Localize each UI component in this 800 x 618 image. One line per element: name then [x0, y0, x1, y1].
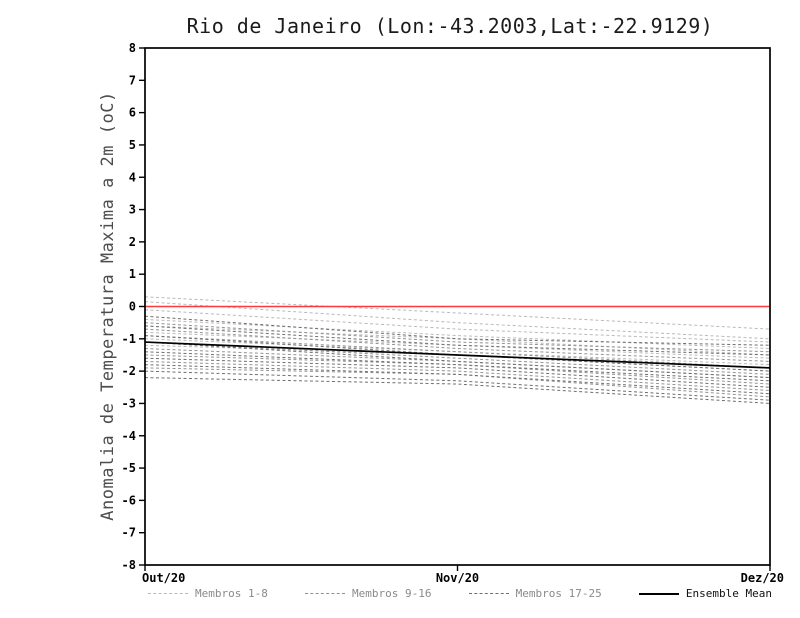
- legend-label: Ensemble Mean: [685, 587, 772, 600]
- ensemble-member-line: [144, 335, 771, 372]
- y-tick-label: 7: [129, 73, 136, 87]
- legend-item-membros-1-8: Membros 1-8: [148, 587, 268, 600]
- y-tick-label: 5: [129, 138, 136, 152]
- legend-item-ensemble-mean: Ensemble Mean: [638, 587, 772, 600]
- dashed-line-swatch: [148, 593, 188, 594]
- ensemble-member-line: [144, 335, 771, 369]
- ensemble-member-line: [144, 351, 771, 382]
- x-tick-label: Dez/20: [741, 571, 784, 585]
- y-tick-label: 6: [129, 106, 136, 120]
- chart-title: Rio de Janeiro (Lon:-43.2003,Lat:-22.912…: [186, 14, 714, 38]
- y-tick-label: 4: [129, 170, 136, 184]
- legend-item-membros-17-25: Membros 17-25: [468, 587, 602, 600]
- ensemble-member-line: [144, 377, 771, 404]
- ensemble-member-line: [144, 341, 771, 379]
- ensemble-member-line: [144, 357, 771, 388]
- y-tick-label: 0: [129, 300, 136, 314]
- y-tick-label: -4: [122, 429, 136, 443]
- legend-label: Membros 9-16: [352, 587, 432, 600]
- legend: Membros 1-8 Membros 9-16 Membros 17-25 E…: [148, 587, 772, 600]
- x-tick-label: Out/20: [142, 571, 185, 585]
- dashed-line-swatch: [468, 593, 509, 594]
- x-tick-label: Nov/20: [436, 571, 479, 585]
- y-tick-label: 8: [129, 41, 136, 55]
- y-tick-label: -8: [122, 558, 136, 572]
- legend-label: Membros 1-8: [195, 587, 268, 600]
- y-tick-label: 1: [129, 267, 136, 281]
- ensemble-member-line: [144, 309, 771, 343]
- y-tick-label: 2: [129, 235, 136, 249]
- y-tick-label: -2: [122, 364, 136, 378]
- legend-label: Membros 17-25: [515, 587, 602, 600]
- y-tick-label: -7: [122, 526, 136, 540]
- ensemble-member-line: [144, 348, 771, 379]
- y-tick-label: -1: [122, 332, 136, 346]
- y-tick-label: -6: [122, 493, 136, 507]
- dashed-line-swatch: [305, 593, 346, 594]
- y-tick-label: -5: [122, 461, 136, 475]
- ensemble-member-line: [144, 318, 771, 350]
- solid-line-swatch: [638, 592, 679, 595]
- ensemble-member-line: [144, 367, 771, 398]
- ensemble-member-line: [144, 370, 771, 401]
- ensemble-member-line: [144, 360, 771, 392]
- ensemble-mean-line: [144, 341, 771, 369]
- y-tick-label: 3: [129, 203, 136, 217]
- y-tick-label: -3: [122, 396, 136, 410]
- legend-item-membros-9-16: Membros 9-16: [305, 587, 432, 600]
